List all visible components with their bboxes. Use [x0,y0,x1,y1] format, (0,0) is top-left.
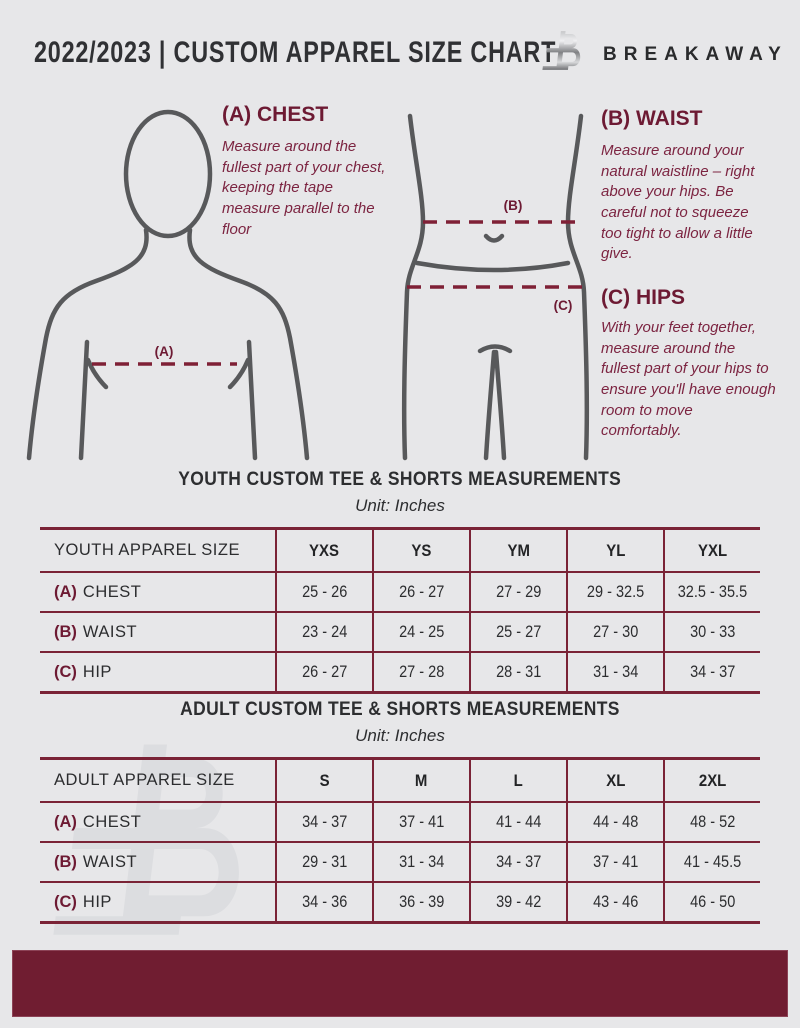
adult-col-header: S [275,760,372,801]
youth-col-header: YM [469,530,566,571]
table-cell: 29 - 32.5 [566,573,663,611]
table-cell: 27 - 29 [469,573,566,611]
adult-header-row: ADULT APPAREL SIZE S M L XL 2XL [40,760,760,801]
head-outline [123,109,213,239]
left-inner-arm [78,339,90,461]
hips-description: With your feet together, measure around … [601,319,776,440]
table-cell: 25 - 27 [469,613,566,651]
hip-crease [414,260,571,273]
crotch-line [477,344,513,354]
table-cell: 34 - 37 [275,803,372,841]
adult-col-header: ADULT APPAREL SIZE [54,771,235,789]
table-cell: 24 - 25 [372,613,469,651]
table-row: (B) WAIST 29 - 31 31 - 34 34 - 37 37 - 41… [40,841,760,881]
waist-description: Measure around your natural waistline – … [601,142,755,263]
adult-table-unit: Unit: Inches [355,726,445,745]
left-inner-leg [483,349,497,461]
table-cell: 27 - 30 [566,613,663,651]
brand-name: BREAKAWAY [603,44,788,65]
youth-col-header: YXL [663,530,760,571]
table-cell: 26 - 27 [372,573,469,611]
chest-heading: (A) CHEST [222,103,329,126]
table-cell: 25 - 26 [275,573,372,611]
table-cell: 37 - 41 [566,843,663,881]
torso-figure: (A) [26,109,310,461]
adult-col-header: XL [566,760,663,801]
left-armpit [85,357,109,390]
table-cell: 28 - 31 [469,653,566,691]
table-cell: 30 - 33 [663,613,760,651]
table-cell: 41 - 44 [469,803,566,841]
navel [483,233,505,243]
page-title: 2022/2023 | CUSTOM APPAREL SIZE CHART [34,36,557,69]
table-cell: 32.5 - 35.5 [663,573,760,611]
table-cell: 26 - 27 [275,653,372,691]
table-row: (A) CHEST 25 - 26 26 - 27 27 - 29 29 - 32… [40,571,760,611]
chest-description: Measure around the fullest part of your … [222,138,386,238]
chest-marker-label: (A) [155,344,174,359]
table-cell: 46 - 50 [663,883,760,921]
table-cell: 43 - 46 [566,883,663,921]
row-label: (A) CHEST [54,812,142,831]
adult-size-table: ADULT APPAREL SIZE S M L XL 2XL (A) CHEST… [40,757,760,924]
footer-bar [12,950,788,1017]
table-cell: 29 - 31 [275,843,372,881]
row-label: (C) HIP [54,662,112,681]
table-cell: 39 - 42 [469,883,566,921]
right-shoulder-arm [187,227,310,461]
youth-header-row: YOUTH APPAREL SIZE YXS YS YM YL YXL [40,530,760,571]
table-cell: 34 - 37 [469,843,566,881]
table-cell: 31 - 34 [566,653,663,691]
breakaway-logo-icon [542,31,581,70]
right-inner-leg [493,349,507,461]
measurement-figures: (A) (B) (C) [26,109,590,461]
hips-marker-label: (C) [554,298,573,313]
table-row: (C) HIP 34 - 36 36 - 39 39 - 42 43 - 46 4… [40,881,760,921]
table-cell: 31 - 34 [372,843,469,881]
table-cell: 34 - 36 [275,883,372,921]
hips-figure: (B) (C) [401,113,590,461]
adult-col-header: L [469,760,566,801]
table-cell: 48 - 52 [663,803,760,841]
left-body-side [401,113,426,461]
table-row: (B) WAIST 23 - 24 24 - 25 25 - 27 27 - 30… [40,611,760,651]
youth-col-header: YL [566,530,663,571]
hips-heading: (C) HIPS [601,286,685,309]
adult-col-header: M [372,760,469,801]
right-inner-arm [246,339,258,461]
table-cell: 34 - 37 [663,653,760,691]
adult-table-title: ADULT CUSTOM TEE & SHORTS MEASUREMENTS [180,699,620,720]
table-cell: 44 - 48 [566,803,663,841]
adult-col-header: 2XL [663,760,760,801]
row-label: (B) WAIST [54,852,138,871]
table-cell: 41 - 45.5 [663,843,760,881]
right-body-side [565,113,590,461]
row-label: (B) WAIST [54,622,138,641]
youth-table-unit: Unit: Inches [355,496,445,515]
table-cell: 23 - 24 [275,613,372,651]
row-label: (C) HIP [54,892,112,911]
table-row: (A) CHEST 34 - 37 37 - 41 41 - 44 44 - 48… [40,801,760,841]
right-armpit [227,357,251,390]
table-cell: 27 - 28 [372,653,469,691]
table-cell: 37 - 41 [372,803,469,841]
youth-col-header: YXS [275,530,372,571]
table-cell: 36 - 39 [372,883,469,921]
youth-col-header: YS [372,530,469,571]
waist-marker-label: (B) [504,198,523,213]
waist-heading: (B) WAIST [601,107,703,130]
youth-table-title: YOUTH CUSTOM TEE & SHORTS MEASUREMENTS [178,469,622,490]
youth-size-table: YOUTH APPAREL SIZE YXS YS YM YL YXL (A) C… [40,527,760,694]
youth-col-header: YOUTH APPAREL SIZE [54,541,240,559]
row-label: (A) CHEST [54,582,142,601]
left-shoulder-arm [26,227,149,461]
table-row: (C) HIP 26 - 27 27 - 28 28 - 31 31 - 34 3… [40,651,760,691]
